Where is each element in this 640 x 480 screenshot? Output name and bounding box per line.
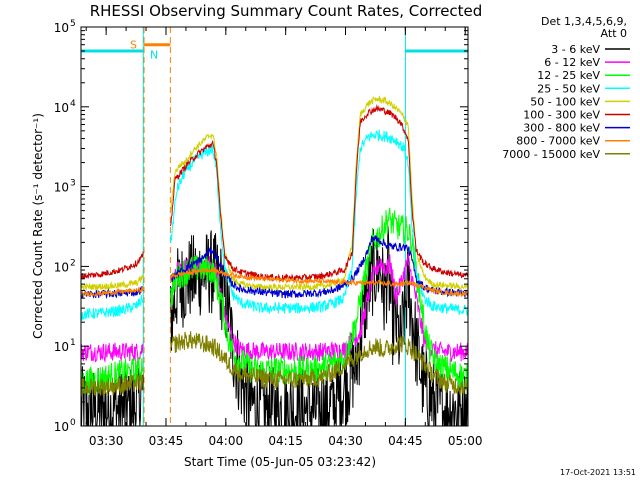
x-tick-label: 03:45	[149, 434, 184, 448]
saa-flag-label: S	[130, 39, 137, 52]
series-line-7	[81, 267, 468, 298]
x-tick-label: 04:30	[328, 434, 363, 448]
x-tick-label: 04:45	[388, 434, 423, 448]
flag-layer: SN	[81, 27, 468, 426]
series-line-0	[81, 225, 468, 426]
series-line-5	[81, 103, 468, 282]
night-flag-label: N	[150, 49, 158, 62]
legend-label: 6 - 12 keV	[544, 56, 600, 69]
y-tick-exponent: 1	[70, 338, 76, 348]
legend-label: 12 - 25 keV	[537, 69, 600, 82]
x-axis: 03:30 03:45 04:00 04:15 04:30 04:45 05:00	[85, 27, 483, 448]
legend-label: 50 - 100 keV	[530, 95, 600, 108]
x-axis-label: Start Time (05-Jun-05 03:23:42)	[184, 455, 376, 469]
y-tick-label: 10	[54, 340, 69, 354]
chart-title: RHESSI Observing Summary Count Rates, Co…	[90, 2, 483, 20]
y-tick-exponent: 0	[70, 418, 76, 428]
y-tick-label: 10	[54, 21, 69, 35]
y-tick-label: 10	[54, 181, 69, 195]
legend-label: 3 - 6 keV	[551, 43, 600, 56]
y-tick-label: 10	[54, 420, 69, 434]
y-axis-label: Corrected Count Rate (s⁻¹ detector⁻¹)	[31, 113, 45, 339]
plot-frame	[80, 26, 469, 427]
legend-label: 7000 - 15000 keV	[502, 148, 600, 161]
x-tick-label: 04:15	[268, 434, 303, 448]
x-tick-label: 05:00	[448, 434, 483, 448]
y-tick-exponent: 4	[70, 99, 76, 109]
y-tick-label: 10	[54, 101, 69, 115]
y-tick-exponent: 2	[70, 258, 76, 268]
y-tick-exponent: 3	[70, 179, 76, 189]
legend-header: Att 0	[601, 27, 627, 40]
x-tick-label: 04:00	[209, 434, 244, 448]
footer-timestamp: 17-Oct-2021 13:51	[560, 468, 636, 477]
legend-label: 800 - 7000 keV	[516, 135, 600, 148]
series-line-1	[81, 253, 468, 363]
x-tick-label: 03:30	[89, 434, 124, 448]
legend-label: 300 - 800 keV	[523, 122, 600, 135]
series-layer	[81, 95, 468, 426]
legend-label: 25 - 50 keV	[537, 82, 600, 95]
y-tick-exponent: 5	[70, 19, 76, 29]
series-line-8	[81, 331, 468, 397]
legend-label: 100 - 300 keV	[523, 109, 600, 122]
y-tick-label: 10	[54, 260, 69, 274]
legend-header: Det 1,3,4,5,6,9,	[541, 15, 627, 28]
